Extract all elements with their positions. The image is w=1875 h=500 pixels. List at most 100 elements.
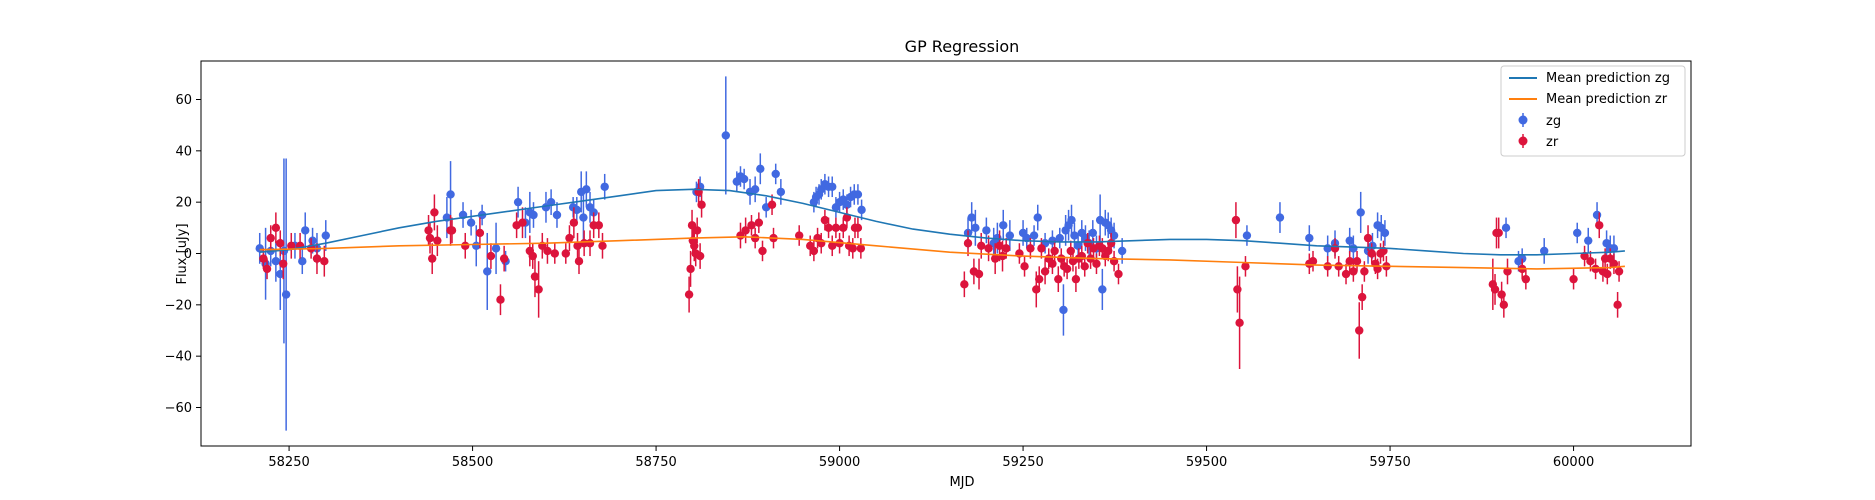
data-point-zr-66 [824, 217, 833, 239]
data-point-zr-22 [499, 245, 509, 272]
data-point-zr-40 [594, 212, 604, 239]
data-point-zr-62 [809, 240, 819, 262]
data-point-zr-53 [741, 217, 750, 244]
data-point-zr-54 [747, 215, 756, 236]
marker [475, 228, 485, 238]
marker [741, 226, 750, 235]
data-point-zg-79 [1059, 284, 1068, 336]
data-point-zg-75 [1033, 204, 1042, 231]
marker [259, 254, 268, 263]
marker [1275, 213, 1285, 222]
data-point-zr-147 [1503, 258, 1512, 285]
data-point-zr-123 [1308, 250, 1318, 272]
marker [1029, 231, 1039, 240]
data-point-zg-28 [552, 202, 562, 228]
data-point-zr-77 [960, 271, 969, 298]
marker [298, 257, 307, 266]
marker [1054, 274, 1063, 284]
marker [1586, 257, 1595, 266]
data-point-zr-120 [1235, 276, 1244, 369]
marker [534, 285, 543, 294]
marker [1367, 249, 1376, 258]
data-point-zg-114 [1573, 222, 1582, 244]
data-point-zr-48 [692, 217, 702, 244]
marker [1308, 257, 1318, 266]
marker [686, 264, 695, 274]
marker [1499, 300, 1509, 310]
data-point-zg-42 [739, 168, 749, 190]
data-point-zr-21 [496, 284, 505, 316]
data-point-zg-33 [582, 171, 591, 208]
data-point-zr-97 [1054, 266, 1063, 292]
marker [977, 241, 986, 250]
marker [1059, 305, 1068, 315]
data-point-zg-110 [1501, 217, 1511, 239]
marker [483, 267, 492, 276]
data-point-zg-36 [600, 173, 609, 200]
y-tick-label-60: 60 [175, 93, 192, 108]
x-axis-label: MJD [949, 475, 974, 490]
marker [594, 221, 604, 230]
marker [1114, 269, 1123, 279]
marker [308, 236, 317, 245]
marker [1109, 231, 1119, 240]
marker [754, 218, 764, 227]
data-point-zr-134 [1363, 225, 1373, 251]
data-point-zr-124 [1323, 256, 1332, 277]
data-point-zr-18 [461, 232, 470, 259]
marker [1323, 262, 1332, 271]
marker [271, 257, 281, 266]
x-axis: 58250 58500 58750 59000 59250 59500 59750 60000 [268, 446, 1594, 470]
marker [839, 223, 848, 233]
data-point-zr-12 [425, 222, 435, 254]
x-tick-label-58750: 58750 [635, 455, 676, 470]
y-tick-label--60: −60 [165, 401, 192, 416]
y-tick-label-20: 20 [175, 196, 192, 211]
data-point-zr-14 [430, 194, 439, 231]
marker [279, 259, 288, 268]
data-point-zr-160 [1613, 292, 1622, 318]
marker [1117, 246, 1127, 256]
marker [1330, 244, 1340, 253]
marker [1334, 262, 1343, 271]
marker [739, 174, 749, 184]
data-point-zr-42 [684, 276, 694, 313]
marker [276, 239, 285, 248]
marker [433, 236, 442, 245]
data-point-zr-82 [984, 235, 993, 262]
marker [1033, 213, 1042, 222]
data-point-zr-127 [1341, 263, 1351, 285]
marker [824, 223, 833, 233]
data-point-zr-142 [1490, 274, 1500, 305]
series-layer [255, 76, 1624, 431]
marker [1070, 231, 1079, 240]
marker [529, 210, 538, 220]
legend-label-mean-zr: Mean prediction zr [1546, 92, 1668, 107]
marker [1613, 300, 1622, 310]
y-axis-label: Flux [uJy] [175, 223, 190, 284]
data-point-zr-3 [271, 212, 281, 244]
data-point-zr-153 [1591, 258, 1600, 280]
marker [820, 215, 830, 225]
legend-label-mean-zg: Mean prediction zg [1546, 71, 1670, 86]
marker [572, 205, 582, 215]
marker [1349, 267, 1358, 276]
marker [998, 251, 1007, 261]
data-point-zr-128 [1345, 250, 1354, 272]
marker [579, 213, 588, 222]
marker [1501, 223, 1511, 233]
mean-line-1 [259, 236, 1625, 270]
data-point-zg-115 [1584, 227, 1593, 254]
marker [320, 257, 329, 266]
data-point-zr-106 [1080, 256, 1089, 277]
marker [1357, 292, 1367, 302]
data-point-zr-144 [1494, 217, 1503, 249]
marker [1035, 274, 1044, 284]
marker [513, 197, 523, 207]
marker [1490, 285, 1500, 294]
data-point-zr-60 [795, 225, 804, 246]
data-point-zg-9 [301, 212, 310, 249]
marker [971, 223, 980, 233]
marker [461, 241, 470, 250]
